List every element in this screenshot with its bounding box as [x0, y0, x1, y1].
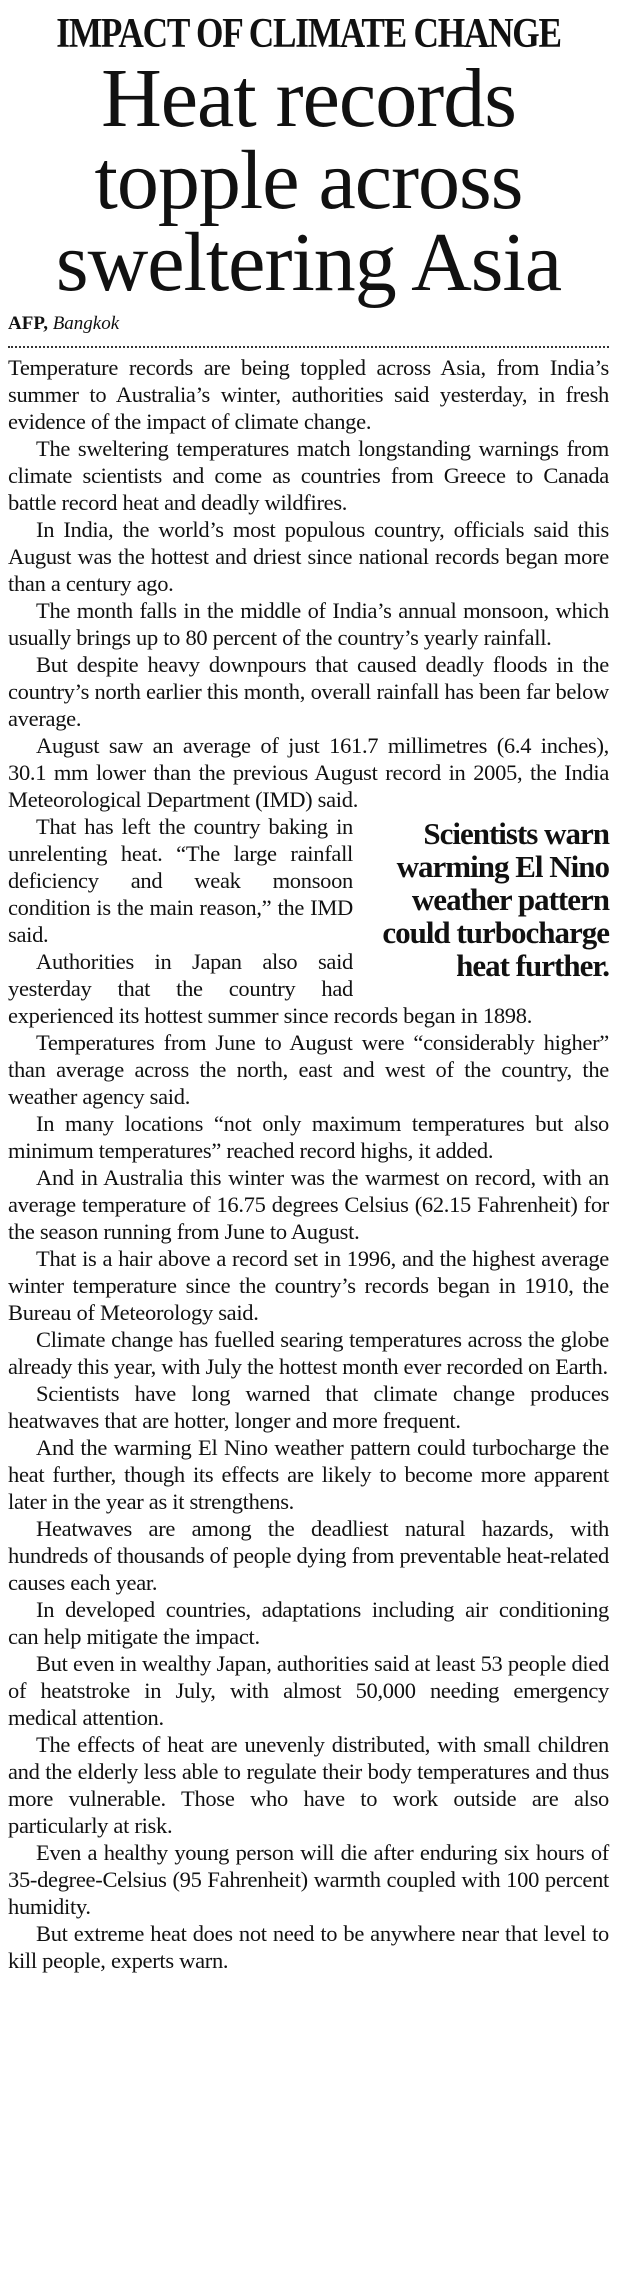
- paragraph: Heatwaves are among the deadliest natura…: [8, 1516, 609, 1595]
- paragraph: In India, the world’s most populous coun…: [8, 517, 609, 596]
- paragraph: The sweltering temperatures match longst…: [8, 436, 609, 515]
- paragraph: That is a hair above a record set in 199…: [8, 1246, 609, 1325]
- paragraph: Temperatures from June to August were “c…: [8, 1030, 609, 1109]
- paragraph: And the warming El Nino weather pattern …: [8, 1435, 609, 1514]
- paragraph: Climate change has fuelled searing tempe…: [8, 1327, 609, 1379]
- paragraph: But despite heavy downpours that caused …: [8, 652, 609, 731]
- dotted-divider: [8, 346, 609, 348]
- paragraph: The month falls in the middle of India’s…: [8, 598, 609, 650]
- paragraph: That has left the country baking in unre…: [8, 814, 353, 947]
- paragraph: In developed countries, adaptations incl…: [8, 1597, 609, 1649]
- paragraph: But even in wealthy Japan, authorities s…: [8, 1651, 609, 1730]
- headline: Heat records topple across sweltering As…: [55, 52, 562, 309]
- paragraph: Scientists have long warned that climate…: [8, 1381, 609, 1433]
- paragraph: Authorities in Japan also said yesterday…: [8, 949, 533, 1028]
- byline-location: Bangkok: [52, 313, 120, 334]
- paragraph: Temperature records are being toppled ac…: [8, 355, 609, 434]
- article: IMPACT OF CLIMATE CHANGE Heat records to…: [0, 12, 617, 1974]
- paragraph: And in Australia this winter was the war…: [8, 1165, 609, 1244]
- paragraph: But extreme heat does not need to be any…: [8, 1921, 609, 1973]
- byline-agency: AFP,: [8, 313, 48, 334]
- pull-quote: Scientists warn warming El Nino weather …: [382, 816, 610, 983]
- paragraph: In many locations “not only maximum temp…: [8, 1111, 609, 1163]
- paragraph: The effects of heat are unevenly distrib…: [8, 1732, 609, 1838]
- paragraph: Even a healthy young person will die aft…: [8, 1840, 609, 1919]
- paragraph: August saw an average of just 161.7 mill…: [8, 733, 609, 812]
- byline: AFP, Bangkok: [8, 312, 609, 336]
- kicker: IMPACT OF CLIMATE CHANGE: [56, 11, 562, 57]
- article-body: Temperature records are being toppled ac…: [8, 354, 610, 1974]
